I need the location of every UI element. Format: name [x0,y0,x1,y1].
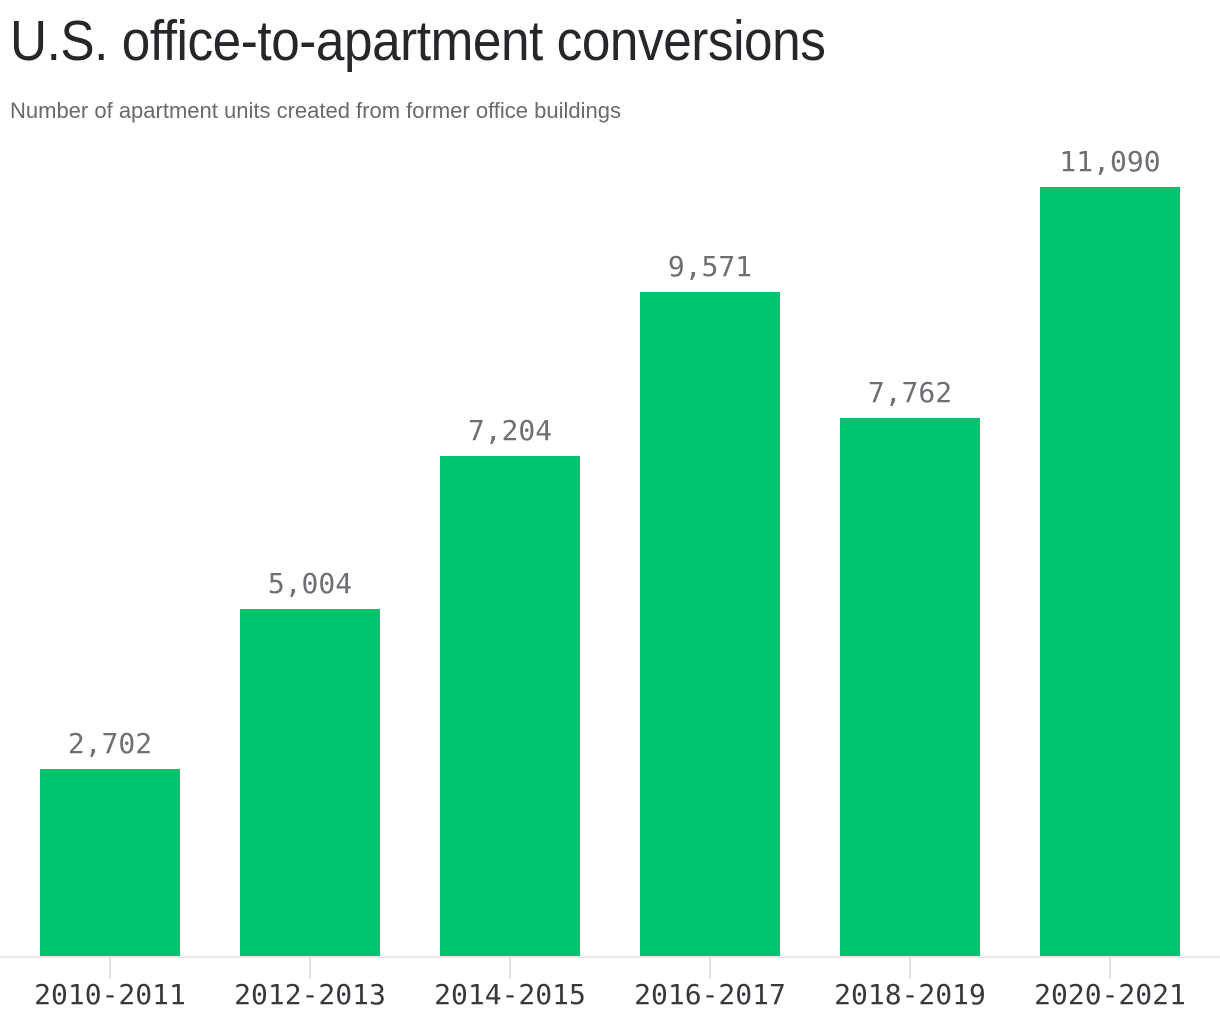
x-axis-label: 2010-2011 [34,978,186,1011]
x-axis-tick [509,958,511,978]
chart-title: U.S. office-to-apartment conversions [10,9,826,73]
x-axis-tick [709,958,711,978]
bar-value-label: 9,571 [667,250,753,283]
bar-value-label: 11,090 [1059,145,1161,178]
bar-2016-2017 [640,292,780,956]
x-axis-tick [309,958,311,978]
x-axis-label: 2020-2021 [1034,978,1186,1011]
x-axis-tick [109,958,111,978]
x-axis-baseline [0,956,1220,958]
chart-subtitle: Number of apartment units created from f… [10,98,621,123]
x-axis-label: 2018-2019 [834,978,986,1011]
bar-value-label: 7,762 [867,376,953,409]
x-axis-label: 2012-2013 [234,978,386,1011]
x-axis-label: 2016-2017 [634,978,786,1011]
bar-2020-2021 [1040,187,1180,956]
bar-value-label: 2,702 [67,727,153,760]
bar-value-label: 7,204 [467,414,553,447]
bar-2010-2011 [40,769,180,956]
x-axis-tick [1109,958,1111,978]
bar-2014-2015 [440,456,580,956]
bar-value-label: 5,004 [267,567,353,600]
x-axis-label: 2014-2015 [434,978,586,1011]
x-axis-tick [909,958,911,978]
bar-2018-2019 [840,418,980,956]
bar-2012-2013 [240,609,380,956]
